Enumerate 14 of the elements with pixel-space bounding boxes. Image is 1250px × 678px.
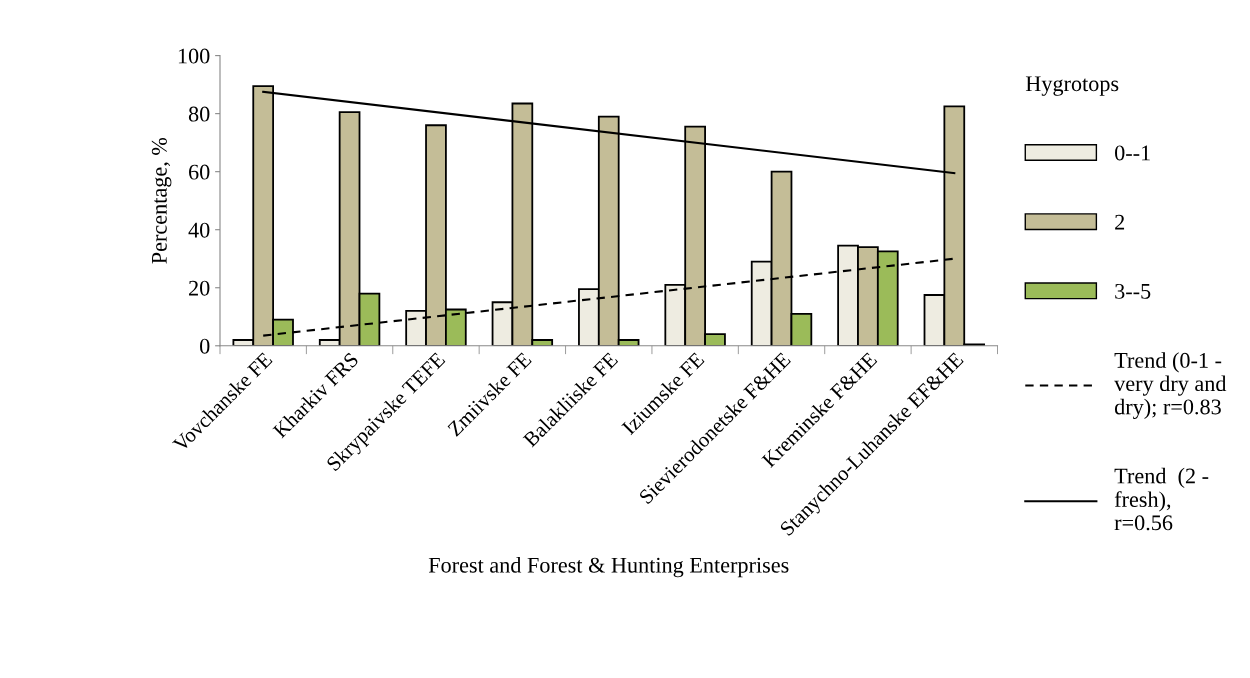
legend-label: Trend (2 - fresh), r=0.56 [1114, 467, 1209, 531]
y-tick-label: 0 [200, 338, 210, 354]
y-tick-label: 80 [188, 106, 210, 122]
legend-title: Hygrotops [1025, 76, 1119, 96]
x-axis-title: Forest and Forest & Hunting Enterprises [428, 557, 789, 578]
y-tick-label: 60 [189, 164, 210, 180]
y-tick-label: 100 [178, 48, 210, 64]
y-tick-label: 40 [188, 222, 210, 238]
legend-label: 2 [1115, 214, 1125, 230]
y-axis-title: Percentage, % [151, 137, 172, 264]
legend-label: Trend (0-1 - very dry and dry); r=0.83 [1114, 352, 1227, 419]
legend-label: 0--1 [1115, 145, 1150, 161]
y-tick-label: 20 [189, 280, 210, 296]
legend-label: 3--5 [1115, 283, 1151, 299]
